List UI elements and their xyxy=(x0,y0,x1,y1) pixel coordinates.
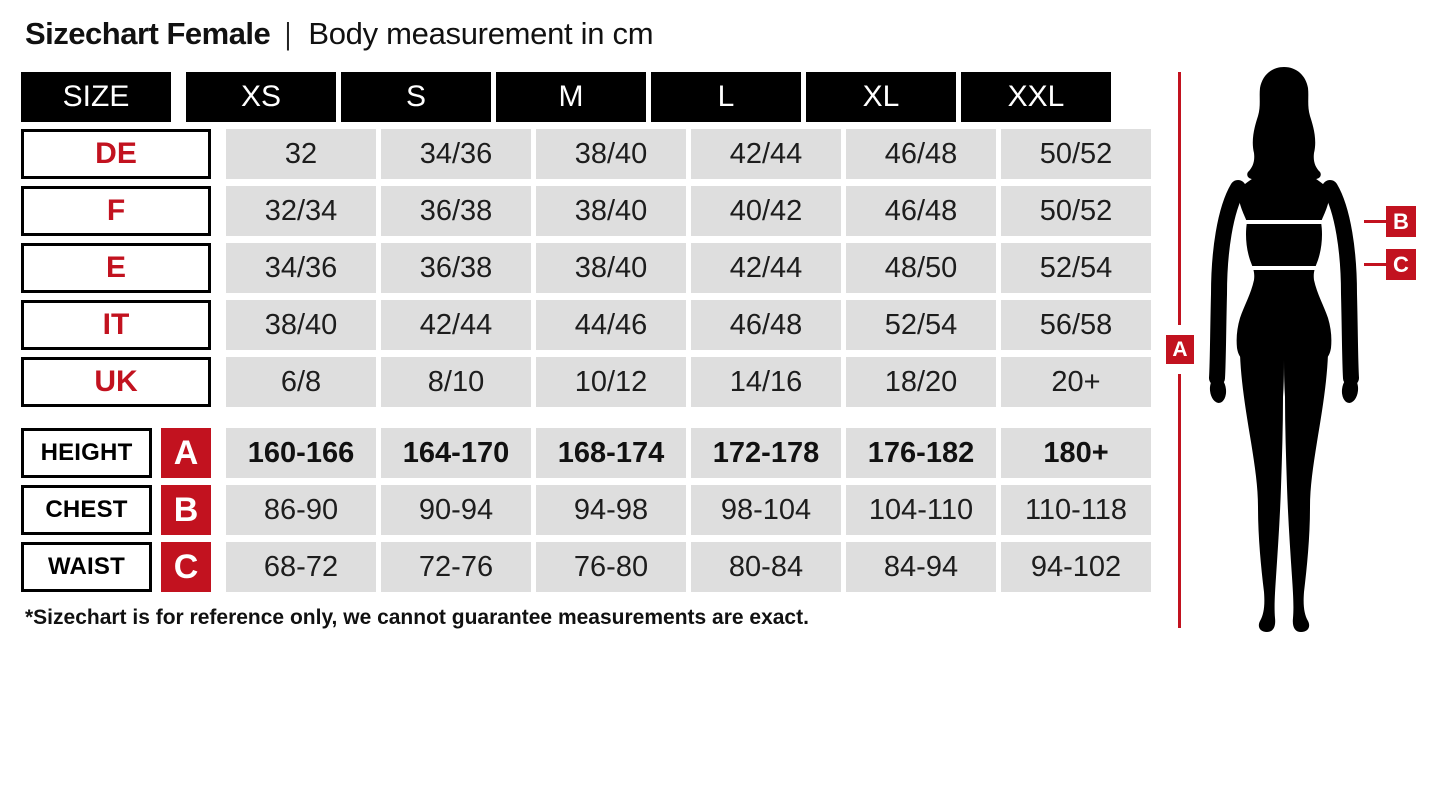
measure-cell: 86-90 xyxy=(226,485,376,535)
measure-cell: 94-98 xyxy=(536,485,686,535)
measure-label-group: CHEST B xyxy=(21,485,211,535)
table-row-it: IT 38/40 42/44 44/46 46/48 52/54 56/58 xyxy=(21,300,1151,350)
waist-line xyxy=(1250,266,1320,270)
row-label-chest: CHEST xyxy=(21,485,152,535)
measure-cell: 80-84 xyxy=(691,542,841,592)
row-label-f: F xyxy=(21,186,211,236)
figure-marker-c-icon: C xyxy=(1386,249,1416,280)
size-cell: 38/40 xyxy=(536,186,686,236)
measure-cell: 176-182 xyxy=(846,428,996,478)
size-cell: 38/40 xyxy=(536,129,686,179)
measure-cell: 72-76 xyxy=(381,542,531,592)
header-cell-l: L xyxy=(651,72,801,122)
footnote-text: *Sizechart is for reference only, we can… xyxy=(25,606,809,629)
measure-cell: 68-72 xyxy=(226,542,376,592)
table-row-de: DE 32 34/36 38/40 42/44 46/48 50/52 xyxy=(21,129,1151,179)
size-cell: 34/36 xyxy=(226,243,376,293)
size-cell: 38/40 xyxy=(536,243,686,293)
size-cell: 46/48 xyxy=(846,186,996,236)
female-silhouette-icon xyxy=(1209,67,1359,632)
size-cell: 44/46 xyxy=(536,300,686,350)
size-cell: 38/40 xyxy=(226,300,376,350)
header-cell-xl: XL xyxy=(806,72,956,122)
measure-cell: 172-178 xyxy=(691,428,841,478)
chest-pointer-line xyxy=(1364,220,1386,223)
measure-cell: 180+ xyxy=(1001,428,1151,478)
row-label-it: IT xyxy=(21,300,211,350)
size-cell: 20+ xyxy=(1001,357,1151,407)
header-cell-xs: XS xyxy=(186,72,336,122)
measure-cell: 94-102 xyxy=(1001,542,1151,592)
size-cell: 34/36 xyxy=(381,129,531,179)
size-cell: 56/58 xyxy=(1001,300,1151,350)
table-row-e: E 34/36 36/38 38/40 42/44 48/50 52/54 xyxy=(21,243,1151,293)
header-cell-xxl: XXL xyxy=(961,72,1111,122)
size-cell: 14/16 xyxy=(691,357,841,407)
measure-cell: 76-80 xyxy=(536,542,686,592)
size-cell: 48/50 xyxy=(846,243,996,293)
height-measure-line-top xyxy=(1178,72,1181,325)
height-measure-line-bottom xyxy=(1178,374,1181,628)
header-cell-s: S xyxy=(341,72,491,122)
measure-cell: 84-94 xyxy=(846,542,996,592)
row-label-uk: UK xyxy=(21,357,211,407)
table-header-row: SIZE XS S M L XL XXL xyxy=(21,72,1111,122)
size-cell: 32 xyxy=(226,129,376,179)
size-cell: 36/38 xyxy=(381,186,531,236)
size-cell: 32/34 xyxy=(226,186,376,236)
size-cell: 36/38 xyxy=(381,243,531,293)
table-row-chest: CHEST B 86-90 90-94 94-98 98-104 104-110… xyxy=(21,485,1151,535)
table-row-waist: WAIST C 68-72 72-76 76-80 80-84 84-94 94… xyxy=(21,542,1151,592)
size-cell: 50/52 xyxy=(1001,129,1151,179)
size-cell: 52/54 xyxy=(1001,243,1151,293)
page-title: Sizechart Female | Body measurement in cm xyxy=(25,16,654,52)
measure-cell: 168-174 xyxy=(536,428,686,478)
table-row-uk: UK 6/8 8/10 10/12 14/16 18/20 20+ xyxy=(21,357,1151,407)
measure-label-group: HEIGHT A xyxy=(21,428,211,478)
marker-badge-b: B xyxy=(161,485,211,535)
figure-marker-b-icon: B xyxy=(1386,206,1416,237)
size-cell: 6/8 xyxy=(226,357,376,407)
measure-cell: 98-104 xyxy=(691,485,841,535)
title-subtitle: Body measurement in cm xyxy=(308,16,654,51)
row-label-e: E xyxy=(21,243,211,293)
size-cell: 52/54 xyxy=(846,300,996,350)
table-row-f: F 32/34 36/38 38/40 40/42 46/48 50/52 xyxy=(21,186,1151,236)
size-cell: 46/48 xyxy=(846,129,996,179)
size-cell: 10/12 xyxy=(536,357,686,407)
row-label-height: HEIGHT xyxy=(21,428,152,478)
size-cell: 8/10 xyxy=(381,357,531,407)
measure-cell: 104-110 xyxy=(846,485,996,535)
size-cell: 18/20 xyxy=(846,357,996,407)
header-cell-m: M xyxy=(496,72,646,122)
row-label-waist: WAIST xyxy=(21,542,152,592)
size-cell: 42/44 xyxy=(381,300,531,350)
size-cell: 40/42 xyxy=(691,186,841,236)
title-separator: | xyxy=(285,16,292,51)
waist-pointer-line xyxy=(1364,263,1386,266)
size-cell: 42/44 xyxy=(691,129,841,179)
chest-line xyxy=(1244,220,1326,224)
marker-badge-c: C xyxy=(161,542,211,592)
table-row-height: HEIGHT A 160-166 164-170 168-174 172-178… xyxy=(21,428,1151,478)
measure-cell: 110-118 xyxy=(1001,485,1151,535)
header-cell-size: SIZE xyxy=(21,72,171,122)
title-main: Sizechart Female xyxy=(25,16,271,51)
measure-cell: 164-170 xyxy=(381,428,531,478)
figure-marker-a-icon: A xyxy=(1166,335,1194,364)
measure-cell: 90-94 xyxy=(381,485,531,535)
row-label-de: DE xyxy=(21,129,211,179)
size-cell: 50/52 xyxy=(1001,186,1151,236)
measure-label-group: WAIST C xyxy=(21,542,211,592)
size-cell: 42/44 xyxy=(691,243,841,293)
measure-cell: 160-166 xyxy=(226,428,376,478)
marker-badge-a: A xyxy=(161,428,211,478)
size-cell: 46/48 xyxy=(691,300,841,350)
